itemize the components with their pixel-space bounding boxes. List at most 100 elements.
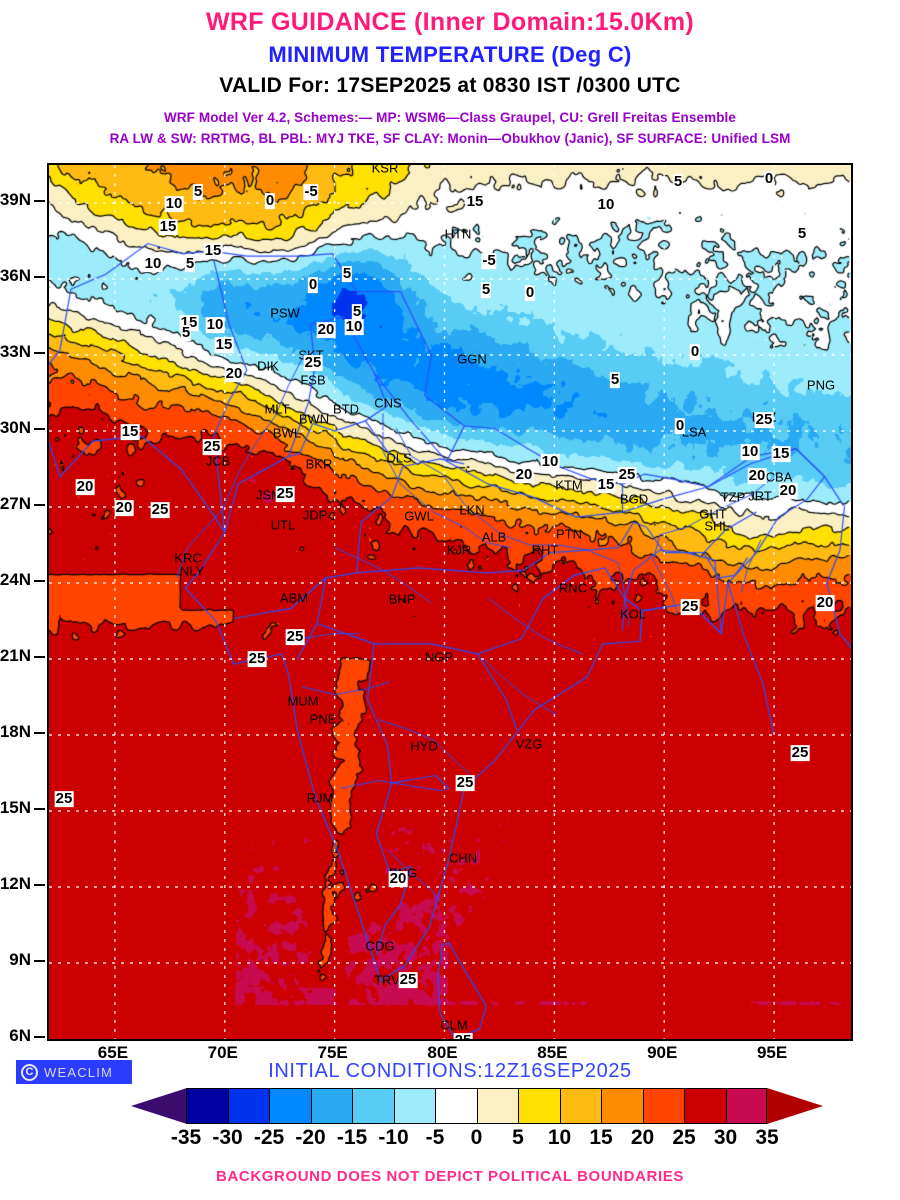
station-label: KRC bbox=[174, 550, 202, 566]
colorbar-cell bbox=[518, 1088, 560, 1124]
colorbar-tick-label: 30 bbox=[713, 1126, 738, 1149]
station-label: BWL bbox=[272, 425, 302, 441]
latitude-tick-label: 9N bbox=[9, 950, 31, 969]
weaclim-badge: C WEACLIM bbox=[16, 1060, 132, 1084]
contour-label: 15 bbox=[158, 218, 178, 236]
latitude-tick-label: 6N bbox=[9, 1026, 31, 1045]
station-label: PNG bbox=[806, 377, 836, 393]
latitude-tick-mark bbox=[34, 884, 45, 886]
contour-label: 15 bbox=[465, 193, 485, 211]
contour-label: 5 bbox=[480, 281, 492, 299]
footer-disclaimer: BACKGROUND DOES NOT DEPICT POLITICAL BOU… bbox=[216, 1168, 684, 1185]
contour-label: 25 bbox=[617, 466, 637, 484]
longitude-tick-label: 75E bbox=[317, 1043, 348, 1062]
contour-label: 10 bbox=[164, 195, 184, 213]
station-label: BTD bbox=[333, 401, 359, 417]
latitude-tick-label: 30N bbox=[0, 418, 31, 437]
station-label: RJM bbox=[306, 790, 334, 806]
station-label: VZG bbox=[515, 736, 543, 752]
temperature-map: KSRHTNPSWSKTFSBDIKMLTBWNBWLBTDCNSGGNBKRD… bbox=[47, 163, 853, 1041]
station-label: JDP bbox=[302, 507, 328, 523]
contour-label: 10 bbox=[344, 318, 364, 336]
contour-label: 5 bbox=[672, 173, 684, 191]
copyright-icon: C bbox=[21, 1063, 38, 1081]
colorbar-cells bbox=[186, 1088, 767, 1124]
colorbar-tick-label: 35 bbox=[755, 1126, 779, 1149]
colorbar-tick-label: -25 bbox=[253, 1126, 285, 1149]
station-label: NLY bbox=[179, 563, 205, 579]
station-label: CDG bbox=[365, 938, 395, 954]
latitude-tick-label: 15N bbox=[0, 798, 31, 817]
colorbar-tick-label: -15 bbox=[336, 1126, 368, 1149]
contour-label: 25 bbox=[398, 971, 418, 989]
colorbar-cell bbox=[476, 1088, 518, 1124]
contour-label: 15 bbox=[214, 336, 234, 354]
station-label: TZP bbox=[720, 489, 746, 505]
weaclim-label: WEACLIM bbox=[44, 1064, 114, 1080]
station-label: JSM bbox=[256, 487, 282, 503]
station-label: KTM bbox=[555, 477, 583, 493]
station-label: KSR bbox=[371, 163, 399, 176]
contour-label: 20 bbox=[75, 478, 95, 496]
latitude-tick-mark bbox=[34, 808, 45, 810]
contour-label: 10 bbox=[205, 316, 225, 334]
latitude-tick-mark bbox=[34, 960, 45, 962]
station-label: PTN bbox=[556, 526, 582, 542]
contour-label: 20 bbox=[388, 870, 408, 888]
contour-label: -5 bbox=[481, 252, 497, 270]
station-label: JCB bbox=[205, 453, 231, 469]
colorbar-cell bbox=[352, 1088, 394, 1124]
contour-label: 15 bbox=[771, 445, 791, 463]
latitude-tick-mark bbox=[34, 428, 45, 430]
longitude-tick-label: 65E bbox=[97, 1043, 129, 1062]
station-label: DIK bbox=[257, 358, 279, 374]
initial-conditions-text: INITIAL CONDITIONS:12Z16SEP2025 bbox=[268, 1060, 632, 1082]
colorbar-cell bbox=[310, 1088, 352, 1124]
station-label: HTN bbox=[444, 226, 472, 242]
contour-label: 20 bbox=[514, 466, 534, 484]
station-label: UTL bbox=[270, 517, 296, 533]
station-label: TRV bbox=[374, 972, 400, 988]
latitude-tick-label: 12N bbox=[0, 874, 31, 893]
contour-label: 20 bbox=[747, 467, 767, 485]
latitude-tick-label: 24N bbox=[0, 570, 31, 589]
contour-label: -5 bbox=[303, 183, 319, 201]
contour-label: 5 bbox=[192, 183, 204, 201]
contour-label: 0 bbox=[264, 192, 276, 210]
contour-label: 20 bbox=[114, 499, 134, 517]
station-label: SHL bbox=[704, 518, 730, 534]
colorbar-tick-label: -20 bbox=[295, 1126, 326, 1149]
station-label: KJR bbox=[446, 542, 472, 558]
contour-label: 20 bbox=[316, 321, 336, 339]
latitude-tick-mark bbox=[34, 352, 45, 354]
contour-label: 25 bbox=[275, 485, 295, 503]
colorbar-tick-label: 25 bbox=[672, 1126, 696, 1149]
station-label: FSB bbox=[300, 372, 326, 388]
longitude-tick-label: 95E bbox=[756, 1043, 788, 1062]
contour-label: 5 bbox=[180, 324, 192, 342]
colorbar-cell bbox=[725, 1088, 767, 1124]
contour-label: 10 bbox=[596, 196, 616, 214]
contour-label: 0 bbox=[674, 417, 686, 435]
station-label: BHP bbox=[388, 591, 416, 607]
latitude-tick-mark bbox=[34, 656, 45, 658]
latitude-tick-label: 18N bbox=[0, 722, 31, 741]
latitude-tick-label: 27N bbox=[0, 494, 31, 513]
station-label: GGN bbox=[457, 351, 487, 367]
contour-label: 20 bbox=[778, 482, 798, 500]
contour-label: 10 bbox=[143, 255, 163, 273]
colorbar-cell bbox=[227, 1088, 269, 1124]
colorbar-cell bbox=[601, 1088, 643, 1124]
longitude-tick-label: 90E bbox=[647, 1043, 678, 1062]
contour-label: 20 bbox=[815, 594, 835, 612]
station-label: RNC bbox=[558, 580, 588, 596]
colorbar-cell bbox=[642, 1088, 684, 1124]
page-title: WRF GUIDANCE (Inner Domain:15.0Km) bbox=[205, 8, 694, 36]
station-label: CLM bbox=[440, 1017, 468, 1033]
contour-label: 25 bbox=[754, 411, 774, 429]
station-label: GWL bbox=[404, 508, 434, 524]
contour-label: 0 bbox=[689, 343, 701, 361]
station-label: DLS bbox=[386, 450, 412, 466]
contour-label: 5 bbox=[184, 255, 196, 273]
colorbar: -35 -30 -25 -20 -15 -10 -5 0 5 10 15 20 25 30 35 bbox=[0, 1086, 900, 1156]
